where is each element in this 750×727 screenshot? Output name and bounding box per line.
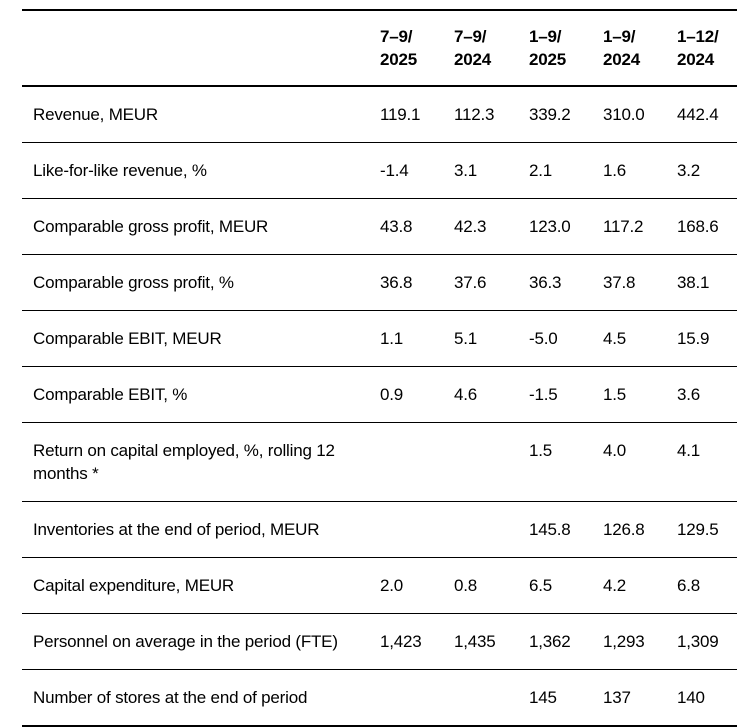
cell-value: 3.1 — [454, 142, 529, 199]
table-row: Number of stores at the end of period 14… — [22, 669, 737, 727]
cell-value: 36.8 — [380, 254, 454, 311]
cell-value: 145 — [529, 669, 603, 727]
row-label: Comparable EBIT, MEUR — [22, 310, 380, 367]
table-row: Comparable EBIT, % 0.9 4.6 -1.5 1.5 3.6 — [22, 366, 737, 423]
cell-value: 43.8 — [380, 198, 454, 255]
cell-value: 4.5 — [603, 310, 677, 367]
cell-value: 37.6 — [454, 254, 529, 311]
cell-value: 126.8 — [603, 501, 677, 558]
cell-value: 2.1 — [529, 142, 603, 199]
cell-value: 4.6 — [454, 366, 529, 423]
cell-value: 0.8 — [454, 557, 529, 614]
column-header: 1–9/ 2024 — [603, 9, 677, 87]
table-row: Comparable EBIT, MEUR 1.1 5.1 -5.0 4.5 1… — [22, 310, 737, 367]
row-label: Revenue, MEUR — [22, 86, 380, 143]
table-row: Comparable gross profit, % 36.8 37.6 36.… — [22, 254, 737, 311]
cell-value: 6.5 — [529, 557, 603, 614]
financial-kpi-table: 7–9/ 2025 7–9/ 2024 1–9/ 2025 1–9/ 2024 … — [22, 9, 737, 727]
column-header: 7–9/ 2024 — [454, 9, 529, 87]
table-row: Capital expenditure, MEUR 2.0 0.8 6.5 4.… — [22, 557, 737, 614]
cell-value: 123.0 — [529, 198, 603, 255]
cell-value: -1.5 — [529, 366, 603, 423]
row-label: Like-for-like revenue, % — [22, 142, 380, 199]
cell-value: 15.9 — [677, 310, 737, 367]
cell-value: 4.2 — [603, 557, 677, 614]
cell-value: 119.1 — [380, 86, 454, 143]
cell-value — [454, 669, 529, 727]
table-row: Inventories at the end of period, MEUR 1… — [22, 501, 737, 558]
table-body: Revenue, MEUR 119.1 112.3 339.2 310.0 44… — [22, 86, 737, 727]
table-row: Comparable gross profit, MEUR 43.8 42.3 … — [22, 198, 737, 255]
row-label: Number of stores at the end of period — [22, 669, 380, 727]
cell-value: -5.0 — [529, 310, 603, 367]
row-label: Comparable gross profit, MEUR — [22, 198, 380, 255]
table-row: Like-for-like revenue, % -1.4 3.1 2.1 1.… — [22, 142, 737, 199]
cell-value: 1.6 — [603, 142, 677, 199]
column-header: 7–9/ 2025 — [380, 9, 454, 87]
column-header: 1–12/ 2024 — [677, 9, 737, 87]
cell-value: 36.3 — [529, 254, 603, 311]
cell-value — [380, 669, 454, 727]
cell-value: 37.8 — [603, 254, 677, 311]
cell-value: 1.5 — [529, 422, 603, 502]
cell-value: 1,309 — [677, 613, 737, 670]
table-row: Return on capital employed, %, rolling 1… — [22, 422, 737, 502]
cell-value: 0.9 — [380, 366, 454, 423]
cell-value: 4.0 — [603, 422, 677, 502]
cell-value: 129.5 — [677, 501, 737, 558]
column-header: 1–9/ 2025 — [529, 9, 603, 87]
row-label: Comparable EBIT, % — [22, 366, 380, 423]
cell-value: -1.4 — [380, 142, 454, 199]
cell-value: 1,362 — [529, 613, 603, 670]
cell-value: 137 — [603, 669, 677, 727]
row-label: Personnel on average in the period (FTE) — [22, 613, 380, 670]
financial-kpi-table-wrap: 7–9/ 2025 7–9/ 2024 1–9/ 2025 1–9/ 2024 … — [22, 9, 737, 727]
cell-value: 1,293 — [603, 613, 677, 670]
table-header: 7–9/ 2025 7–9/ 2024 1–9/ 2025 1–9/ 2024 … — [22, 9, 737, 87]
row-label: Return on capital employed, %, rolling 1… — [22, 422, 380, 502]
row-label: Comparable gross profit, % — [22, 254, 380, 311]
cell-value: 140 — [677, 669, 737, 727]
table-row: Revenue, MEUR 119.1 112.3 339.2 310.0 44… — [22, 86, 737, 143]
cell-value — [380, 422, 454, 502]
cell-value: 1.1 — [380, 310, 454, 367]
cell-value: 38.1 — [677, 254, 737, 311]
cell-value — [454, 422, 529, 502]
cell-value: 112.3 — [454, 86, 529, 143]
table-row: Personnel on average in the period (FTE)… — [22, 613, 737, 670]
cell-value: 117.2 — [603, 198, 677, 255]
cell-value: 6.8 — [677, 557, 737, 614]
cell-value: 3.6 — [677, 366, 737, 423]
cell-value: 3.2 — [677, 142, 737, 199]
cell-value: 145.8 — [529, 501, 603, 558]
cell-value: 168.6 — [677, 198, 737, 255]
cell-value: 5.1 — [454, 310, 529, 367]
cell-value: 339.2 — [529, 86, 603, 143]
cell-value: 1,435 — [454, 613, 529, 670]
row-label: Capital expenditure, MEUR — [22, 557, 380, 614]
cell-value — [454, 501, 529, 558]
cell-value: 1,423 — [380, 613, 454, 670]
cell-value: 1.5 — [603, 366, 677, 423]
header-row: 7–9/ 2025 7–9/ 2024 1–9/ 2025 1–9/ 2024 … — [22, 9, 737, 87]
header-label-spacer — [22, 9, 380, 87]
cell-value: 42.3 — [454, 198, 529, 255]
cell-value — [380, 501, 454, 558]
cell-value: 442.4 — [677, 86, 737, 143]
cell-value: 4.1 — [677, 422, 737, 502]
cell-value: 2.0 — [380, 557, 454, 614]
row-label: Inventories at the end of period, MEUR — [22, 501, 380, 558]
cell-value: 310.0 — [603, 86, 677, 143]
